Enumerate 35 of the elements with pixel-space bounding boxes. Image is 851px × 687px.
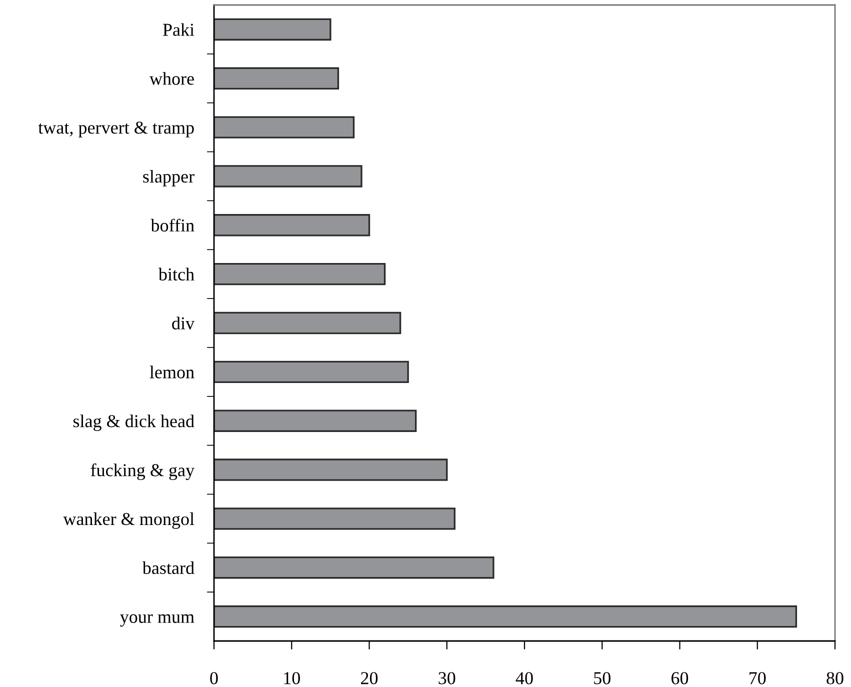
- bar: [214, 312, 402, 334]
- bar: [214, 360, 409, 384]
- bar: [214, 556, 494, 579]
- bar: [214, 605, 798, 628]
- bar: [214, 116, 355, 138]
- x-tick-label: 0: [210, 672, 218, 684]
- y-tick-label: Paki: [162, 23, 194, 36]
- y-tick-label: fucking & gay: [90, 463, 194, 480]
- y-tick-label: div: [172, 316, 195, 330]
- x-tick-label: 30: [438, 672, 456, 684]
- y-tick-label: boffin: [150, 218, 194, 232]
- x-tick-label: 20: [361, 672, 378, 684]
- bar: [214, 67, 340, 90]
- y-tick-label: slapper: [143, 170, 194, 186]
- y-tick-label: whore: [149, 72, 194, 85]
- bar: [214, 262, 386, 286]
- x-tick-label: 40: [516, 672, 533, 684]
- bar: [214, 410, 417, 432]
- bar: [214, 18, 332, 41]
- x-tick-label: 10: [284, 672, 300, 684]
- y-tick-label: bitch: [158, 268, 194, 281]
- x-tick-label: 80: [826, 672, 844, 684]
- x-tick-label: 70: [750, 672, 766, 684]
- y-tick-label: slag & dick head: [73, 414, 194, 432]
- x-tick-label: 50: [594, 672, 610, 684]
- y-tick-label: bastard: [142, 561, 194, 574]
- y-tick-label: your mum: [120, 614, 194, 627]
- bar: [214, 508, 456, 530]
- bar: [214, 214, 370, 236]
- bar: [214, 458, 448, 481]
- y-tick-label: lemon: [150, 366, 194, 378]
- bar: [214, 165, 362, 188]
- y-tick-label: twat, pervert & tramp: [38, 122, 194, 138]
- x-tick-label: 60: [672, 672, 688, 684]
- y-tick-label: wanker & mongol: [63, 512, 194, 529]
